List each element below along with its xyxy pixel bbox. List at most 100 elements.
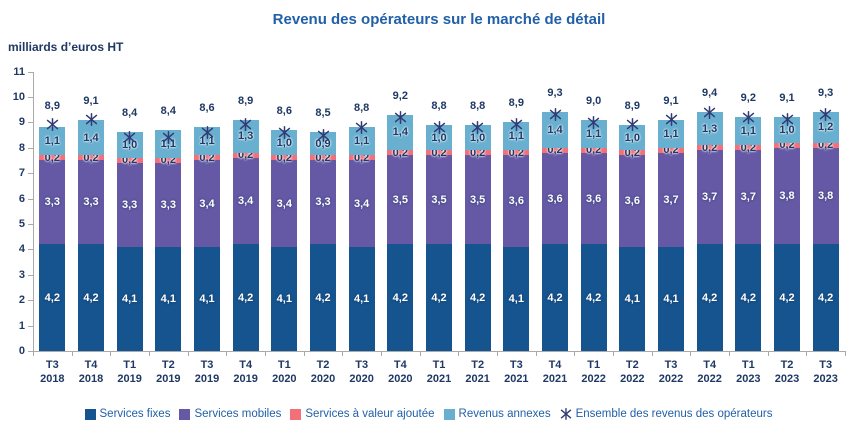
bar-segment-label-revenus-annexes: 1,0 [624, 131, 640, 144]
total-label: 8,8 [354, 102, 370, 115]
bar-segment-label-services-fixes: 4,2 [818, 291, 834, 304]
bar-segment-label-services-fixes: 4,1 [508, 292, 524, 305]
y-axis-tick [28, 300, 33, 301]
total-label: 9,1 [83, 94, 99, 107]
y-axis-tick-label: 1 [18, 319, 25, 332]
y-axis-tick-label: 4 [18, 243, 25, 256]
x-axis-tick-label: T1 2020 [272, 359, 297, 385]
total-label: 8,9 [44, 99, 60, 112]
bar-segment-label-services-fixes: 4,1 [199, 292, 215, 305]
bar-segment-label-revenus-annexes: 1,2 [818, 121, 834, 134]
bar-segment-label-services-mobiles: 3,3 [44, 196, 60, 209]
bar-segment-services-fixes [39, 244, 66, 351]
total-label: 8,4 [122, 107, 138, 120]
ensemble-marker-icon [703, 105, 716, 119]
bar-segment-label-services-fixes: 4,2 [83, 291, 99, 304]
ensemble-marker-icon [201, 126, 214, 139]
bar-segment-services-valeur-ajoutee [735, 145, 762, 151]
bar-segment-services-fixes [503, 246, 530, 351]
ensemble-marker-icon [278, 126, 291, 139]
bar-segment-services-fixes [619, 246, 646, 351]
bar-segment-label-services-mobiles: 3,8 [818, 190, 834, 202]
bar-segment-label-services-mobiles: 3,7 [663, 193, 679, 206]
bar-segment-services-valeur-ajoutee [387, 150, 414, 156]
y-axis-tick-label: 2 [18, 294, 25, 307]
bar-segment-services-fixes [232, 244, 259, 351]
bar-segment-services-fixes [387, 244, 414, 351]
x-axis-tick-label: T3 2019 [194, 359, 220, 385]
x-axis-tick-label: T4 2019 [233, 359, 258, 385]
bar-segment-label-services-fixes: 4,1 [624, 292, 640, 305]
x-axis-tick-label: T4 2018 [78, 359, 104, 385]
y-axis-tick-label: 0 [18, 345, 25, 357]
bar-segment-services-valeur-ajoutee [194, 155, 220, 161]
bar-segment-services-mobiles [619, 155, 646, 247]
x-axis-tick-label: T3 2022 [658, 359, 684, 385]
y-axis-tick-label: 6 [18, 192, 25, 205]
bar-segment-services-fixes [116, 246, 143, 351]
bar-segment-services-valeur-ajoutee [232, 152, 259, 158]
y-axis-tick [28, 72, 33, 73]
ensemble-marker-icon [394, 110, 407, 124]
x-axis-tick [342, 351, 344, 356]
bar-segment-services-mobiles [387, 155, 414, 245]
bar-segment-services-valeur-ajoutee [155, 157, 182, 163]
bar-segment-services-valeur-ajoutee [503, 150, 530, 156]
bar-segment-services-fixes [774, 244, 800, 351]
y-axis-tick [28, 97, 33, 98]
legend: Services fixes Services mobiles Services à… [0, 403, 857, 425]
bar-segment-services-valeur-ajoutee [464, 150, 491, 156]
bar-segment-services-fixes [735, 244, 762, 351]
bar-segment-label-services-mobiles: 3,6 [624, 195, 640, 208]
bar-segment-services-mobiles [696, 150, 723, 245]
x-axis-tick [651, 351, 653, 356]
total-label: 8,6 [199, 102, 215, 115]
bar-segment-label-services-mobiles: 3,3 [315, 196, 331, 209]
legend-swatch-icon [443, 408, 455, 420]
total-label: 9,1 [779, 92, 795, 105]
ensemble-marker-icon [587, 115, 600, 129]
total-label: 8,4 [160, 104, 176, 117]
bar-segment-services-fixes [348, 246, 375, 351]
y-axis-tick [28, 122, 33, 123]
bar-segment-services-mobiles [464, 155, 491, 245]
bar-segment-services-fixes [464, 244, 491, 351]
y-axis-tick [28, 249, 33, 250]
bar-segment-services-valeur-ajoutee [310, 155, 336, 161]
bar-segment-services-mobiles [812, 147, 839, 245]
bar-segment-label-revenus-annexes: 1,4 [83, 131, 99, 144]
y-axis-tick-label: 10 [12, 90, 25, 103]
y-axis-title: milliards d’euros HT [8, 40, 124, 54]
bar-segment-label-revenus-annexes: 1,0 [779, 123, 795, 136]
bar-segment-label-services-fixes: 4,2 [315, 291, 331, 304]
bar-segment-services-mobiles [310, 160, 336, 245]
ensemble-marker-icon [819, 108, 832, 122]
legend-label: Ensemble des revenus des opérateurs [575, 408, 773, 420]
bar-segment-services-valeur-ajoutee [39, 155, 66, 161]
y-axis-tick [28, 148, 33, 149]
bar-segment-label-services-mobiles: 3,4 [238, 195, 254, 208]
x-axis-tick [381, 351, 382, 356]
x-axis-tick-label: T1 2022 [581, 359, 606, 385]
x-axis-tick [806, 351, 808, 356]
ensemble-marker-icon [46, 118, 59, 132]
bar-segment-label-services-fixes: 4,2 [740, 291, 756, 304]
bar-segment-services-valeur-ajoutee [619, 150, 646, 156]
bar-segment-services-fixes [542, 244, 568, 351]
bar-segment-label-revenus-annexes: 1,1 [586, 127, 602, 140]
x-axis-tick [845, 351, 846, 356]
legend-item-services-valeur-ajoutee: Services à valeur ajoutée [290, 408, 435, 420]
x-axis-tick [187, 351, 189, 356]
bar-segment-revenus-annexes [310, 132, 336, 156]
bar-segment-services-valeur-ajoutee [271, 155, 298, 161]
total-label: 9,3 [818, 87, 834, 100]
bar-segment-label-services-fixes: 4,2 [392, 291, 408, 304]
x-axis-tick [535, 351, 537, 356]
total-label: 8,6 [276, 104, 292, 117]
x-axis-tick-label: T4 2022 [697, 359, 722, 385]
total-label: 9,2 [740, 92, 756, 105]
bar-segment-services-valeur-ajoutee [348, 155, 375, 161]
bar-segment-label-revenus-annexes: 1,4 [547, 123, 563, 136]
bar-segment-services-fixes [426, 244, 452, 351]
bar-segment-services-mobiles [348, 160, 375, 247]
